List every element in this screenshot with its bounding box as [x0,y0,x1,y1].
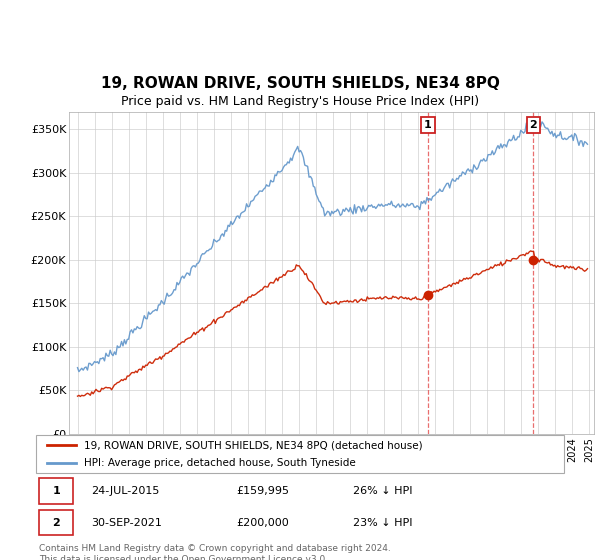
Text: 2: 2 [52,517,60,528]
Text: 19, ROWAN DRIVE, SOUTH SHIELDS, NE34 8PQ (detached house): 19, ROWAN DRIVE, SOUTH SHIELDS, NE34 8PQ… [83,440,422,450]
Text: 26% ↓ HPI: 26% ↓ HPI [353,486,412,496]
Text: 2: 2 [530,120,538,130]
Text: £200,000: £200,000 [236,517,289,528]
Text: HPI: Average price, detached house, South Tyneside: HPI: Average price, detached house, Sout… [83,458,355,468]
Text: 24-JUL-2015: 24-JUL-2015 [91,486,160,496]
FancyBboxPatch shape [36,435,564,473]
Text: Price paid vs. HM Land Registry's House Price Index (HPI): Price paid vs. HM Land Registry's House … [121,95,479,108]
FancyBboxPatch shape [38,510,73,535]
Text: 1: 1 [424,120,431,130]
Text: 23% ↓ HPI: 23% ↓ HPI [353,517,412,528]
Text: 1: 1 [52,486,60,496]
FancyBboxPatch shape [38,478,73,504]
Text: £159,995: £159,995 [236,486,290,496]
Text: 19, ROWAN DRIVE, SOUTH SHIELDS, NE34 8PQ: 19, ROWAN DRIVE, SOUTH SHIELDS, NE34 8PQ [101,76,499,91]
Text: 30-SEP-2021: 30-SEP-2021 [91,517,163,528]
Text: Contains HM Land Registry data © Crown copyright and database right 2024.
This d: Contains HM Land Registry data © Crown c… [39,544,391,560]
